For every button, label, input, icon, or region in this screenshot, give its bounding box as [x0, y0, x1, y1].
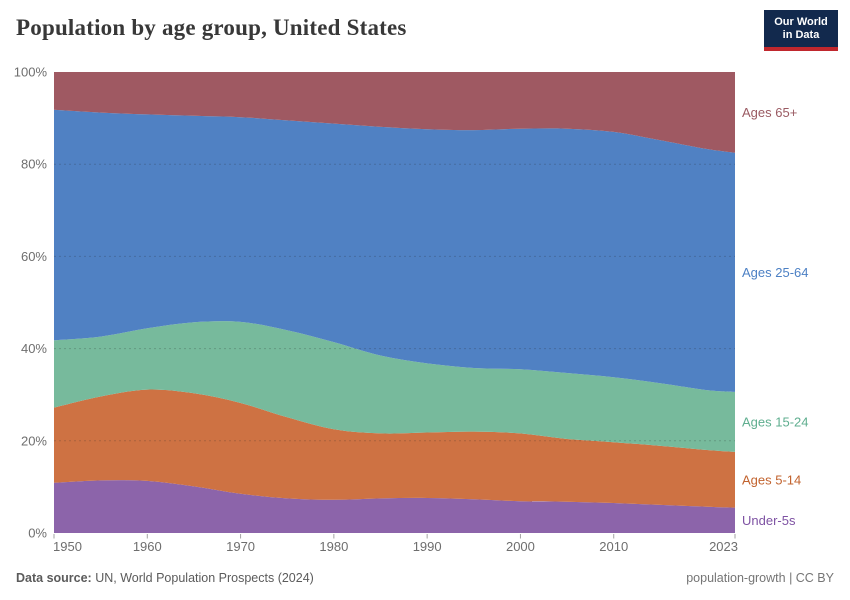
x-tick-label-2023: 2023: [709, 539, 738, 554]
area-ages-5-14[interactable]: [54, 389, 735, 508]
data-source-value: UN, World Population Prospects (2024): [91, 571, 314, 585]
x-tick-label-1990: 1990: [413, 539, 442, 554]
area-under-5s[interactable]: [54, 480, 735, 533]
owid-logo-line2: in Data: [782, 29, 820, 41]
credit-link[interactable]: population-growth | CC BY: [686, 571, 834, 585]
y-tick-label-60%: 60%: [21, 249, 47, 264]
x-tick-label-1970: 1970: [226, 539, 255, 554]
x-tick-label-2000: 2000: [506, 539, 535, 554]
legend-label-ages-5-14[interactable]: Ages 5-14: [742, 472, 801, 487]
area-ages-15-24[interactable]: [54, 321, 735, 452]
area-ages-25-64[interactable]: [54, 109, 735, 392]
y-tick-label-20%: 20%: [21, 433, 47, 448]
chart-title: Population by age group, United States: [16, 15, 407, 40]
data-source-label: Data source:: [16, 571, 92, 585]
y-tick-label-80%: 80%: [21, 157, 47, 172]
legend-label-under-5s[interactable]: Under-5s: [742, 513, 796, 528]
x-tick-label-2010: 2010: [599, 539, 628, 554]
y-tick-label-0%: 0%: [28, 526, 47, 541]
x-tick-label-1960: 1960: [133, 539, 162, 554]
legend-label-ages-25-64[interactable]: Ages 25-64: [742, 265, 809, 280]
data-source: Data source: UN, World Population Prospe…: [16, 571, 314, 585]
legend-label-ages-65-[interactable]: Ages 65+: [742, 105, 797, 120]
legend-label-ages-15-24[interactable]: Ages 15-24: [742, 414, 809, 429]
x-tick-label-1980: 1980: [319, 539, 348, 554]
area-ages-65-[interactable]: [54, 72, 735, 153]
y-tick-label-40%: 40%: [21, 341, 47, 356]
owid-logo[interactable]: Our World in Data: [764, 10, 838, 51]
owid-logo-line1: Our World: [774, 16, 828, 28]
x-tick-label-1950: 1950: [53, 539, 82, 554]
chart-footer: Data source: UN, World Population Prospe…: [16, 571, 834, 585]
y-tick-label-100%: 100%: [14, 65, 48, 80]
